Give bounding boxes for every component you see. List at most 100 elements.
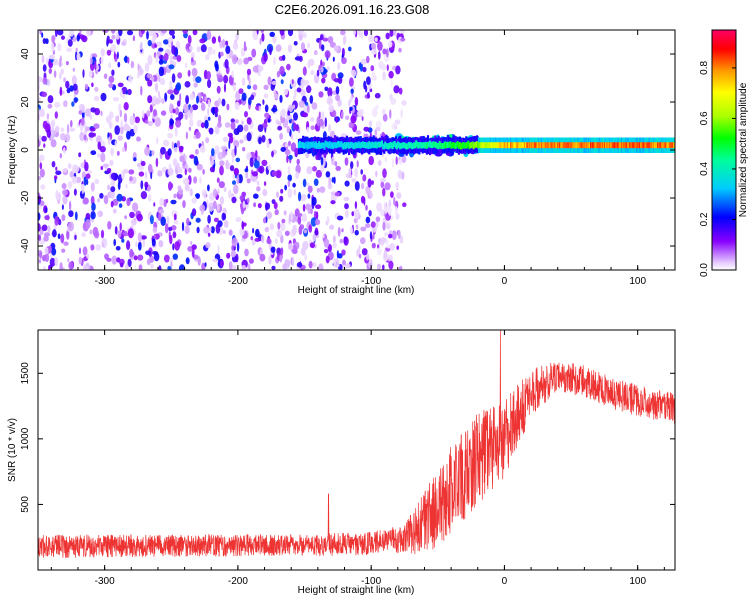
spectrogram-noise-cell bbox=[103, 73, 108, 79]
spectrogram-noise-cell bbox=[225, 45, 231, 54]
spectrogram-noise-cell bbox=[345, 173, 352, 179]
spectrogram-carrier-cell bbox=[598, 142, 601, 149]
spectrogram-noise-cell bbox=[41, 55, 45, 64]
spectrogram-noise-cell bbox=[68, 210, 74, 218]
spectrogram-noise-cell bbox=[191, 244, 197, 250]
spectrogram-noise-cell bbox=[237, 58, 243, 66]
spectrogram-noise-cell bbox=[156, 41, 162, 47]
spectrogram-noise-cell bbox=[295, 124, 300, 132]
spectrogram-noise-cell bbox=[324, 86, 329, 92]
spectrogram-noise-cell bbox=[108, 75, 115, 84]
spectrogram-noise-cell bbox=[329, 224, 335, 230]
spectrogram-carrier-cell bbox=[345, 142, 348, 148]
spectrogram-noise-cell bbox=[375, 216, 381, 222]
spectrogram-noise-cell bbox=[395, 182, 400, 190]
spectrogram-noise-cell bbox=[396, 192, 402, 199]
spectrogram-carrier-cell bbox=[365, 142, 367, 149]
spectrogram-noise-cell bbox=[99, 192, 104, 199]
spectrogram-noise-cell bbox=[228, 229, 233, 236]
spectrogram-noise-cell bbox=[80, 162, 85, 169]
spectrogram-carrier-cell bbox=[427, 141, 430, 148]
spectrogram-carrier-cell bbox=[503, 142, 506, 149]
spectrogram-noise-cell bbox=[172, 231, 177, 239]
spectrogram-noise-cell bbox=[372, 107, 378, 118]
spectrogram-noise-cell bbox=[191, 57, 194, 63]
spectrogram-noise-cell bbox=[85, 262, 90, 270]
spectrogram-noise-cell bbox=[300, 78, 306, 88]
spectrogram-carrier-cell bbox=[591, 142, 593, 149]
spectrogram-noise-cell bbox=[277, 125, 283, 131]
spectrogram-noise-cell bbox=[280, 247, 284, 256]
spectrogram-noise-cell bbox=[117, 230, 122, 239]
spectrogram-noise-cell bbox=[174, 241, 181, 251]
spectrogram-carrier-cell bbox=[554, 142, 557, 149]
spectrogram-noise-cell bbox=[187, 34, 192, 45]
spectrogram-noise-cell bbox=[54, 257, 59, 267]
spectrogram-noise-cell bbox=[280, 108, 286, 118]
spectrogram-noise-cell bbox=[263, 52, 268, 62]
spectrogram-carrier-cell bbox=[469, 142, 472, 149]
spectrogram-noise-cell bbox=[303, 229, 308, 234]
spectrogram-noise-cell bbox=[273, 202, 278, 210]
spectrogram-carrier-cell bbox=[416, 141, 419, 148]
spectrogram-carrier-cell bbox=[462, 142, 464, 148]
spectrogram-noise-cell bbox=[66, 87, 71, 94]
spectrogram-noise-cell bbox=[208, 127, 214, 135]
spectrogram-noise-cell bbox=[375, 127, 381, 132]
spectrogram-noise-cell bbox=[212, 49, 216, 55]
spectrogram-noise-cell bbox=[184, 81, 191, 88]
spectrogram-noise-cell bbox=[341, 110, 344, 120]
spectrogram-noise-cell bbox=[343, 196, 350, 202]
spectrogram-noise-cell bbox=[205, 137, 210, 144]
spectrogram-carrier-cell bbox=[466, 142, 469, 148]
spectrogram-noise-cell bbox=[211, 148, 215, 157]
spectrogram-noise-cell bbox=[169, 103, 173, 112]
spectrogram-noise-cell bbox=[314, 219, 321, 226]
spectrogram-noise-cell bbox=[318, 39, 322, 50]
spectrogram-noise-cell bbox=[400, 37, 406, 42]
spectrogram-noise-cell bbox=[86, 253, 90, 259]
spectrogram-noise-cell bbox=[187, 69, 191, 77]
spectrogram-noise-cell bbox=[43, 235, 49, 242]
spectrogram-noise-cell bbox=[253, 193, 259, 199]
spectrogram-carrier-cell bbox=[308, 143, 311, 149]
spectrogram-noise-cell bbox=[83, 176, 87, 186]
spectrogram-noise-cell bbox=[374, 37, 378, 42]
spectrogram-noise-cell bbox=[166, 216, 170, 226]
spectrogram-noise-cell bbox=[333, 78, 341, 83]
spectrogram-noise-cell bbox=[183, 103, 189, 114]
spectrogram-noise-cell bbox=[62, 195, 68, 205]
spectrogram-noise-cell bbox=[293, 122, 297, 131]
spectrogram-noise-cell bbox=[388, 260, 394, 270]
spectrogram-noise-cell bbox=[310, 208, 313, 215]
spectrogram-noise-cell bbox=[121, 147, 126, 153]
spectrogram-noise-cell bbox=[315, 204, 322, 209]
spectrogram-carrier-cell bbox=[579, 142, 582, 149]
spectrogram-noise-cell bbox=[210, 226, 215, 234]
spectrogram-carrier-cell bbox=[648, 142, 651, 149]
spectrogram-noise-cell bbox=[178, 145, 184, 151]
spectrogram-noise-cell bbox=[169, 258, 174, 262]
spectrogram-noise-cell bbox=[146, 73, 153, 79]
spectrogram-carrier-cell bbox=[392, 141, 395, 148]
spectrogram-noise-cell bbox=[293, 189, 297, 196]
spectrogram-carrier-cell bbox=[507, 142, 510, 149]
spectrogram-noise-cell bbox=[66, 37, 69, 43]
spectrogram-noise-cell bbox=[89, 229, 93, 235]
spectrogram-noise-cell bbox=[63, 77, 67, 83]
spectrogram-carrier-cell bbox=[300, 142, 302, 148]
spectrogram-noise-cell bbox=[241, 120, 244, 125]
spectrogram-noise-cell bbox=[328, 124, 331, 133]
spectrogram-noise-cell bbox=[264, 226, 270, 233]
spectrogram-noise-cell bbox=[176, 162, 180, 171]
spectrogram-noise-cell bbox=[324, 117, 327, 128]
spectrogram-noise-cell bbox=[145, 250, 152, 256]
spectrogram-carrier-cell bbox=[551, 142, 554, 149]
spectrogram-noise-cell bbox=[210, 159, 215, 166]
spectrogram-carrier-cell bbox=[387, 143, 390, 150]
spectrogram-noise-cell bbox=[103, 240, 107, 248]
spectrogram-noise-cell bbox=[46, 78, 51, 87]
spectrogram-noise-cell bbox=[127, 228, 134, 239]
spectrogram-noise-cell bbox=[353, 208, 360, 219]
spectrogram-noise-cell bbox=[132, 152, 137, 160]
